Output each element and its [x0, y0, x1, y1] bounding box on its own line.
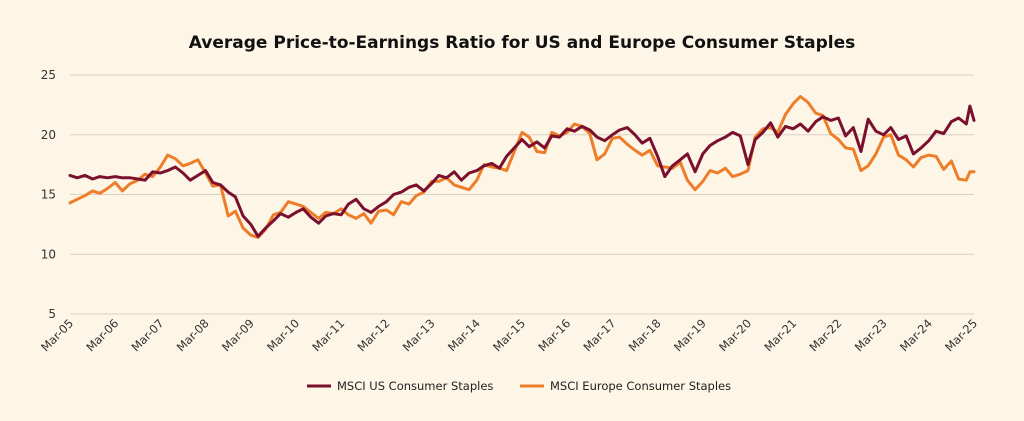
x-tick-label: Mar-14 — [445, 316, 483, 354]
x-tick-label: Mar-15 — [490, 316, 528, 354]
x-tick-label: Mar-20 — [716, 316, 754, 354]
gridlines — [70, 74, 974, 315]
x-tick-label: Mar-13 — [400, 316, 438, 354]
x-tick-label: Mar-06 — [83, 316, 121, 354]
x-tick-label: Mar-24 — [897, 316, 935, 354]
legend-label-us: MSCI US Consumer Staples — [337, 379, 493, 393]
x-tick-label: Mar-22 — [807, 316, 845, 354]
y-tick-label: 20 — [41, 128, 56, 142]
x-tick-label: Mar-18 — [626, 316, 664, 354]
y-tick-label: 15 — [41, 188, 56, 202]
x-tick-label: Mar-07 — [129, 316, 167, 354]
x-tick-label: Mar-19 — [671, 316, 709, 354]
legend: MSCI US Consumer Staples MSCI Europe Con… — [307, 379, 731, 393]
x-tick-label: Mar-08 — [174, 316, 212, 354]
x-tick-label: Mar-12 — [355, 316, 393, 354]
x-axis-ticks: Mar-05 Mar-06 Mar-07 Mar-08 Mar-09 Mar-10 Mar-… — [38, 316, 980, 354]
series-line-us — [68, 104, 976, 238]
x-tick-label: Mar-05 — [38, 316, 76, 354]
x-tick-label: Mar-11 — [309, 316, 347, 354]
series-lines — [68, 95, 976, 239]
x-tick-label: Mar-25 — [942, 316, 980, 354]
x-tick-label: Mar-09 — [219, 316, 257, 354]
x-tick-label: Mar-16 — [535, 316, 573, 354]
x-tick-label: Mar-10 — [264, 316, 302, 354]
y-tick-label: 25 — [41, 68, 56, 82]
x-tick-label: Mar-23 — [852, 316, 890, 354]
chart-title: Average Price-to-Earnings Ratio for US a… — [189, 33, 856, 53]
x-tick-label: Mar-17 — [581, 316, 619, 354]
y-tick-label: 5 — [48, 307, 56, 321]
series-line-europe — [68, 95, 976, 239]
x-tick-label: Mar-21 — [761, 316, 799, 354]
y-axis-ticks: 5 10 15 20 25 — [41, 68, 56, 321]
y-tick-label: 10 — [41, 247, 56, 261]
legend-label-europe: MSCI Europe Consumer Staples — [550, 379, 731, 393]
